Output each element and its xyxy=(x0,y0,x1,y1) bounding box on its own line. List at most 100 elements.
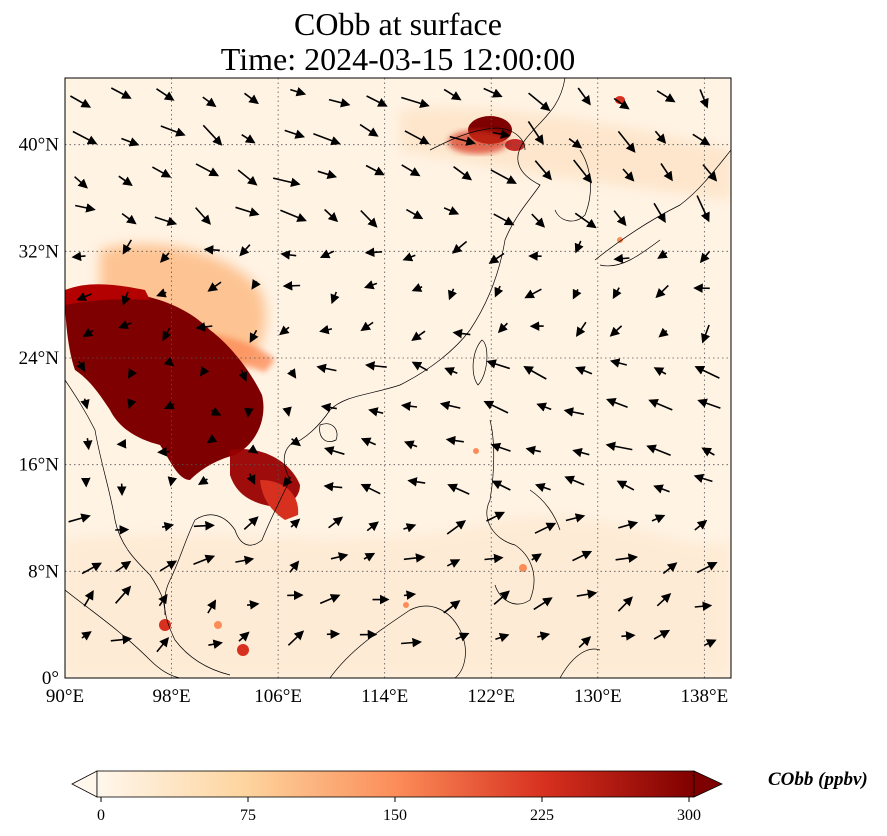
wind-arrow xyxy=(319,594,341,605)
wind-arrow xyxy=(563,407,585,417)
wind-arrow xyxy=(152,166,172,178)
wind-arrow xyxy=(238,369,248,382)
wind-arrow xyxy=(118,320,132,330)
wind-arrow xyxy=(495,632,510,643)
wind-arrow xyxy=(613,253,630,264)
wind-arrow xyxy=(536,402,552,412)
wind-arrow xyxy=(658,327,669,338)
map-frame xyxy=(64,77,732,679)
wind-arrow xyxy=(404,440,418,450)
wind-arrow xyxy=(282,406,292,417)
wind-arrow xyxy=(528,92,551,112)
wind-arrow xyxy=(400,401,418,411)
wind-arrow xyxy=(249,329,259,343)
wind-arrow xyxy=(280,250,297,260)
colorbar-max-extend xyxy=(693,770,723,798)
wind-arrow xyxy=(493,213,515,226)
wind-arrow xyxy=(439,400,461,411)
wind-arrow xyxy=(247,600,260,610)
wind-arrow xyxy=(497,322,508,334)
wind-arrow xyxy=(606,397,628,409)
wind-arrow xyxy=(612,287,622,300)
wind-arrow xyxy=(239,244,251,257)
wind-arrow xyxy=(572,447,590,458)
wind-arrow xyxy=(210,406,222,416)
colorbar-min-extend xyxy=(71,770,98,798)
wind-arrow xyxy=(407,477,426,487)
wind-arrow xyxy=(319,249,335,259)
plot-time: Time: 2024-03-15 12:00:00 xyxy=(220,41,576,77)
colorbar-tick-label: 150 xyxy=(383,807,407,824)
wind-arrow xyxy=(403,553,426,563)
wind-arrow xyxy=(656,593,672,607)
lon-tick-label: 106°E xyxy=(254,686,302,707)
wind-arrow xyxy=(617,596,633,612)
wind-arrow xyxy=(696,195,710,223)
wind-arrow xyxy=(364,361,387,371)
lat-tick-label: 24°N xyxy=(19,348,60,369)
wind-arrow xyxy=(653,629,671,640)
wind-arrow xyxy=(76,360,86,372)
wind-arrow xyxy=(411,330,426,342)
wind-arrow xyxy=(280,209,307,222)
wind-arrow xyxy=(662,562,678,575)
lon-tick-label: 98°E xyxy=(152,686,190,707)
lat-tick-label: 40°N xyxy=(19,135,60,156)
wind-arrow xyxy=(81,562,102,575)
wind-arrow xyxy=(278,325,290,336)
wind-arrow xyxy=(127,398,137,410)
wind-arrow xyxy=(110,634,133,645)
wind-arrow xyxy=(660,163,673,182)
wind-arrow xyxy=(161,521,175,532)
wind-arrow xyxy=(251,279,261,290)
wind-arrow xyxy=(290,87,307,97)
wind-arrow xyxy=(316,363,337,374)
wind-arrow xyxy=(193,520,215,531)
wind-arrow xyxy=(164,400,175,410)
wind-arrow xyxy=(272,177,301,188)
wind-arrow xyxy=(163,356,175,367)
wind-vectors xyxy=(68,87,721,653)
wind-arrow xyxy=(360,483,381,495)
wind-arrow xyxy=(319,324,333,335)
wind-arrow xyxy=(202,96,217,108)
wind-arrow xyxy=(651,514,666,524)
wind-arrow xyxy=(368,407,384,417)
wind-arrow xyxy=(618,520,639,530)
wind-arrow xyxy=(484,553,504,564)
wind-arrow xyxy=(609,358,628,368)
wind-arrow xyxy=(156,88,175,101)
wind-arrow xyxy=(317,169,338,180)
wind-arrow xyxy=(366,95,388,107)
wind-arrow xyxy=(622,168,635,182)
wind-arrow xyxy=(127,368,137,379)
wind-arrow xyxy=(235,206,260,217)
wind-arrow xyxy=(443,600,461,614)
wind-arrow xyxy=(202,124,223,146)
wind-arrow xyxy=(534,482,551,493)
wind-arrow xyxy=(694,365,720,379)
wind-arrow xyxy=(697,398,721,409)
wind-arrow xyxy=(403,590,417,600)
wind-arrow xyxy=(122,239,132,255)
wind-arrow xyxy=(449,135,476,146)
wind-arrow xyxy=(483,87,503,98)
wind-arrow xyxy=(616,480,635,491)
wind-arrow xyxy=(162,327,172,342)
wind-arrow xyxy=(574,212,597,229)
wind-arrow xyxy=(703,639,717,648)
wind-arrow xyxy=(115,560,132,573)
wind-arrow xyxy=(564,475,585,486)
wind-arrow xyxy=(235,555,255,566)
wind-arrow xyxy=(523,366,547,380)
wind-arrow xyxy=(360,321,374,332)
wind-arrow xyxy=(323,446,345,456)
wind-arrow xyxy=(159,560,178,572)
wind-arrow xyxy=(572,288,582,300)
wind-arrow xyxy=(244,92,259,105)
wind-arrow xyxy=(207,599,217,614)
wind-arrow xyxy=(578,636,592,648)
wind-arrow xyxy=(655,284,669,299)
wind-arrow xyxy=(527,120,544,145)
